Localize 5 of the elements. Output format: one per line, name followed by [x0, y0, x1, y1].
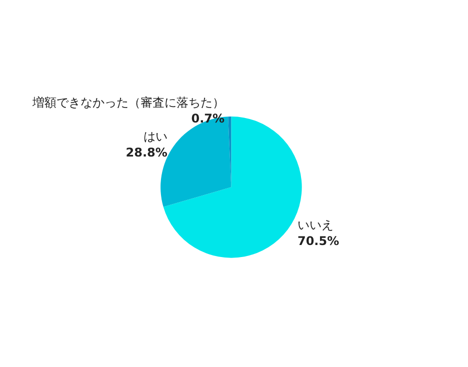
data-label: 28.8% — [126, 146, 168, 160]
slice-label: はい — [143, 130, 168, 144]
data-label: 70.5% — [297, 234, 340, 248]
slice-label: 増額できなかった（審査に落ちた） — [32, 96, 225, 110]
slice-label: いいえ — [297, 218, 334, 232]
